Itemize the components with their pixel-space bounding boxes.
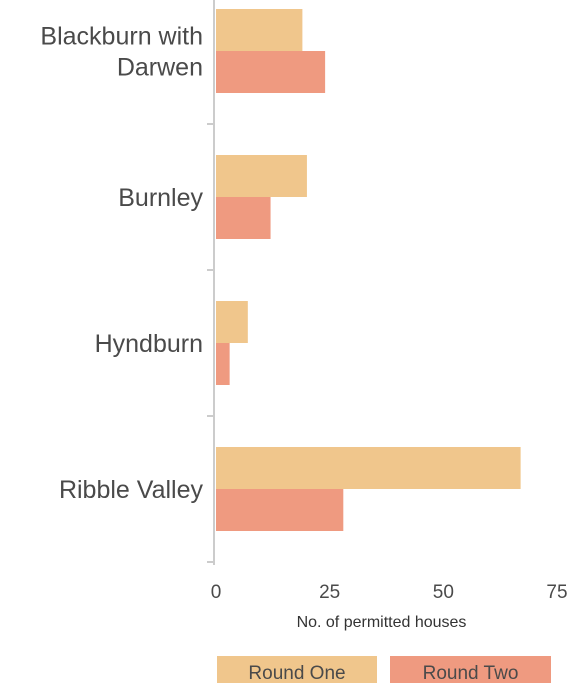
legend-swatch bbox=[217, 656, 377, 683]
bar-round-one-blackburn-with-darwen[interactable] bbox=[216, 9, 303, 51]
bar-round-one-hyndburn[interactable] bbox=[216, 301, 248, 343]
bar-round-two-ribble-valley[interactable] bbox=[216, 489, 344, 531]
legend-item-round-two[interactable]: Round Two bbox=[390, 656, 551, 683]
bars-group bbox=[216, 9, 521, 531]
legend-label: Round Two bbox=[423, 663, 519, 683]
bar-round-two-burnley[interactable] bbox=[216, 197, 271, 239]
category-label: Hyndburn bbox=[95, 330, 203, 358]
x-tick-label: 25 bbox=[319, 582, 340, 603]
legend-item-round-one[interactable]: Round One bbox=[217, 656, 377, 683]
category-label: Burnley bbox=[118, 184, 203, 212]
y-tick-marks bbox=[207, 123, 214, 563]
bar-round-one-ribble-valley[interactable] bbox=[216, 447, 521, 489]
bar-round-two-blackburn-with-darwen[interactable] bbox=[216, 51, 326, 93]
legend-swatch bbox=[390, 656, 551, 683]
x-tick-labels: 0 25 50 75 bbox=[211, 582, 568, 603]
bar-round-two-hyndburn[interactable] bbox=[216, 343, 230, 385]
x-tick-label: 75 bbox=[546, 582, 567, 603]
x-tick-label: 0 bbox=[211, 582, 222, 603]
axes-group bbox=[207, 0, 215, 565]
category-labels: Blackburn with Darwen Burnley Hyndburn Ribbl… bbox=[40, 23, 203, 505]
x-tick-label: 50 bbox=[433, 582, 454, 603]
x-axis-title: No. of permitted houses bbox=[297, 614, 467, 631]
bar-round-one-burnley[interactable] bbox=[216, 155, 307, 197]
category-label: Darwen bbox=[117, 54, 203, 82]
category-label: Ribble Valley bbox=[59, 476, 204, 504]
legend[interactable]: Round One Round Two bbox=[217, 656, 551, 683]
category-label: Blackburn with bbox=[40, 23, 203, 51]
legend-label: Round One bbox=[248, 663, 345, 683]
